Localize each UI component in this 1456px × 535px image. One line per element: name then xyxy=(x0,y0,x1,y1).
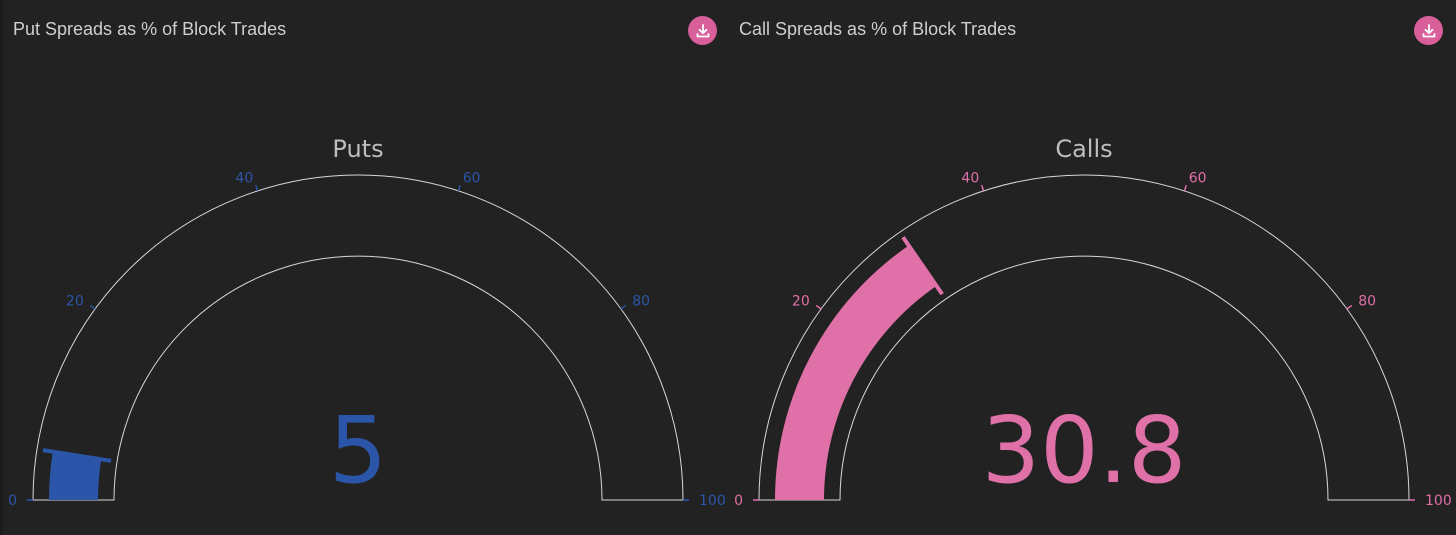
panel-title: Put Spreads as % of Block Trades xyxy=(13,19,287,39)
gauge-tick-label: 60 xyxy=(463,171,481,187)
gauge-value: 30.8 xyxy=(982,397,1187,504)
gauge-tick-label: 100 xyxy=(1425,493,1452,509)
gauge-title: Calls xyxy=(1055,135,1112,163)
calls-gauge: 0 20 40 60 80 100 Calls 30.8 xyxy=(734,135,1452,509)
gauge-value-bar xyxy=(49,451,102,500)
gauge-value: 5 xyxy=(329,397,388,504)
gauge-tick xyxy=(620,304,627,310)
gauge-tick-label: 100 xyxy=(699,493,726,509)
gauge-tick-label: 0 xyxy=(734,493,743,509)
gauge-tick-label: 80 xyxy=(1358,294,1376,310)
download-button[interactable] xyxy=(688,16,717,45)
gauge-tick xyxy=(89,304,96,310)
puts-panel: Put Spreads as % of Block Trades 0 20 40 60… xyxy=(0,0,727,535)
gauge-title: Puts xyxy=(332,135,383,163)
gauge-tick-label: 40 xyxy=(235,171,253,187)
panel-title: Call Spreads as % of Block Trades xyxy=(739,19,1017,39)
gauge-value-marker xyxy=(901,236,944,296)
gauge-tick-label: 80 xyxy=(632,294,650,310)
gauge-tick xyxy=(815,304,822,310)
puts-gauge: 0 20 40 60 80 100 Puts 5 xyxy=(8,135,726,509)
gauge-tick-label: 40 xyxy=(961,171,979,187)
gauge-tick-label: 20 xyxy=(792,294,810,310)
gauge-tick xyxy=(981,184,985,192)
gauge-value-bar xyxy=(775,245,937,500)
gauge-tick xyxy=(1346,304,1353,310)
gauge-outline xyxy=(758,174,1410,501)
calls-panel: Call Spreads as % of Block Trades 0 20 40 6… xyxy=(727,0,1456,535)
gauge-tick-label: 0 xyxy=(8,493,17,509)
download-icon xyxy=(696,23,709,37)
download-icon xyxy=(1422,23,1435,37)
gauge-tick xyxy=(255,184,259,192)
gauge-value-marker xyxy=(42,448,112,463)
gauge-tick-label: 60 xyxy=(1189,171,1207,187)
gauge-outline xyxy=(32,174,684,501)
gauge-tick xyxy=(457,184,461,192)
gauge-tick xyxy=(1183,184,1187,192)
gauge-tick-label: 20 xyxy=(66,294,84,310)
download-button[interactable] xyxy=(1414,16,1443,45)
